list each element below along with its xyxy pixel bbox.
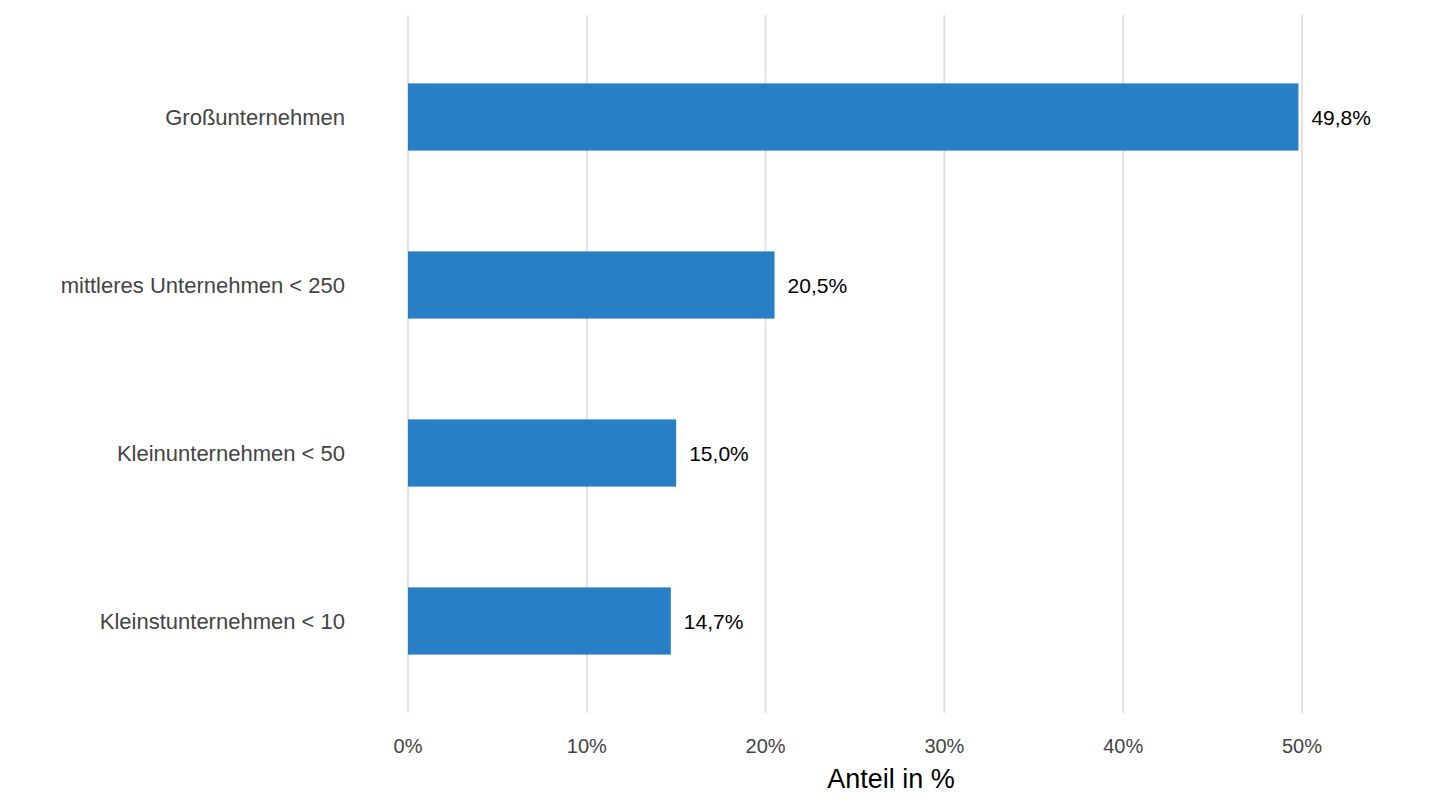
grid <box>408 15 1302 713</box>
bar <box>408 419 676 486</box>
x-axis-title: Anteil in % <box>827 764 955 794</box>
y-tick-labels: Großunternehmen mittleres Unternehmen < 2… <box>61 105 345 634</box>
category-label: Kleinstunternehmen < 10 <box>100 609 345 634</box>
x-tick-label: 10% <box>567 735 607 757</box>
x-tick-label: 50% <box>1282 735 1322 757</box>
x-tick-label: 40% <box>1103 735 1143 757</box>
category-label: Großunternehmen <box>165 105 345 130</box>
bar <box>408 587 671 654</box>
category-label: Kleinunternehmen < 50 <box>117 441 345 466</box>
bar <box>408 251 775 318</box>
data-label: 20,5% <box>788 274 848 297</box>
data-labels: 49,8% 20,5% 15,0% 14,7% <box>684 106 1371 633</box>
x-tick-label: 30% <box>924 735 964 757</box>
bar <box>408 83 1298 150</box>
data-label: 49,8% <box>1311 106 1371 129</box>
x-tick-label: 20% <box>746 735 786 757</box>
data-label: 14,7% <box>684 610 744 633</box>
x-tick-label: 0% <box>394 735 423 757</box>
bars <box>408 83 1298 654</box>
data-label: 15,0% <box>689 442 749 465</box>
grid-line <box>1301 15 1303 713</box>
chart: 0% 10% 20% 30% 40% 50% 49,8% 20,5% 15,0% 14,7% Gro… <box>0 0 1440 809</box>
x-tick-labels: 0% 10% 20% 30% 40% 50% <box>394 735 1323 757</box>
category-label: mittleres Unternehmen < 250 <box>61 273 345 298</box>
